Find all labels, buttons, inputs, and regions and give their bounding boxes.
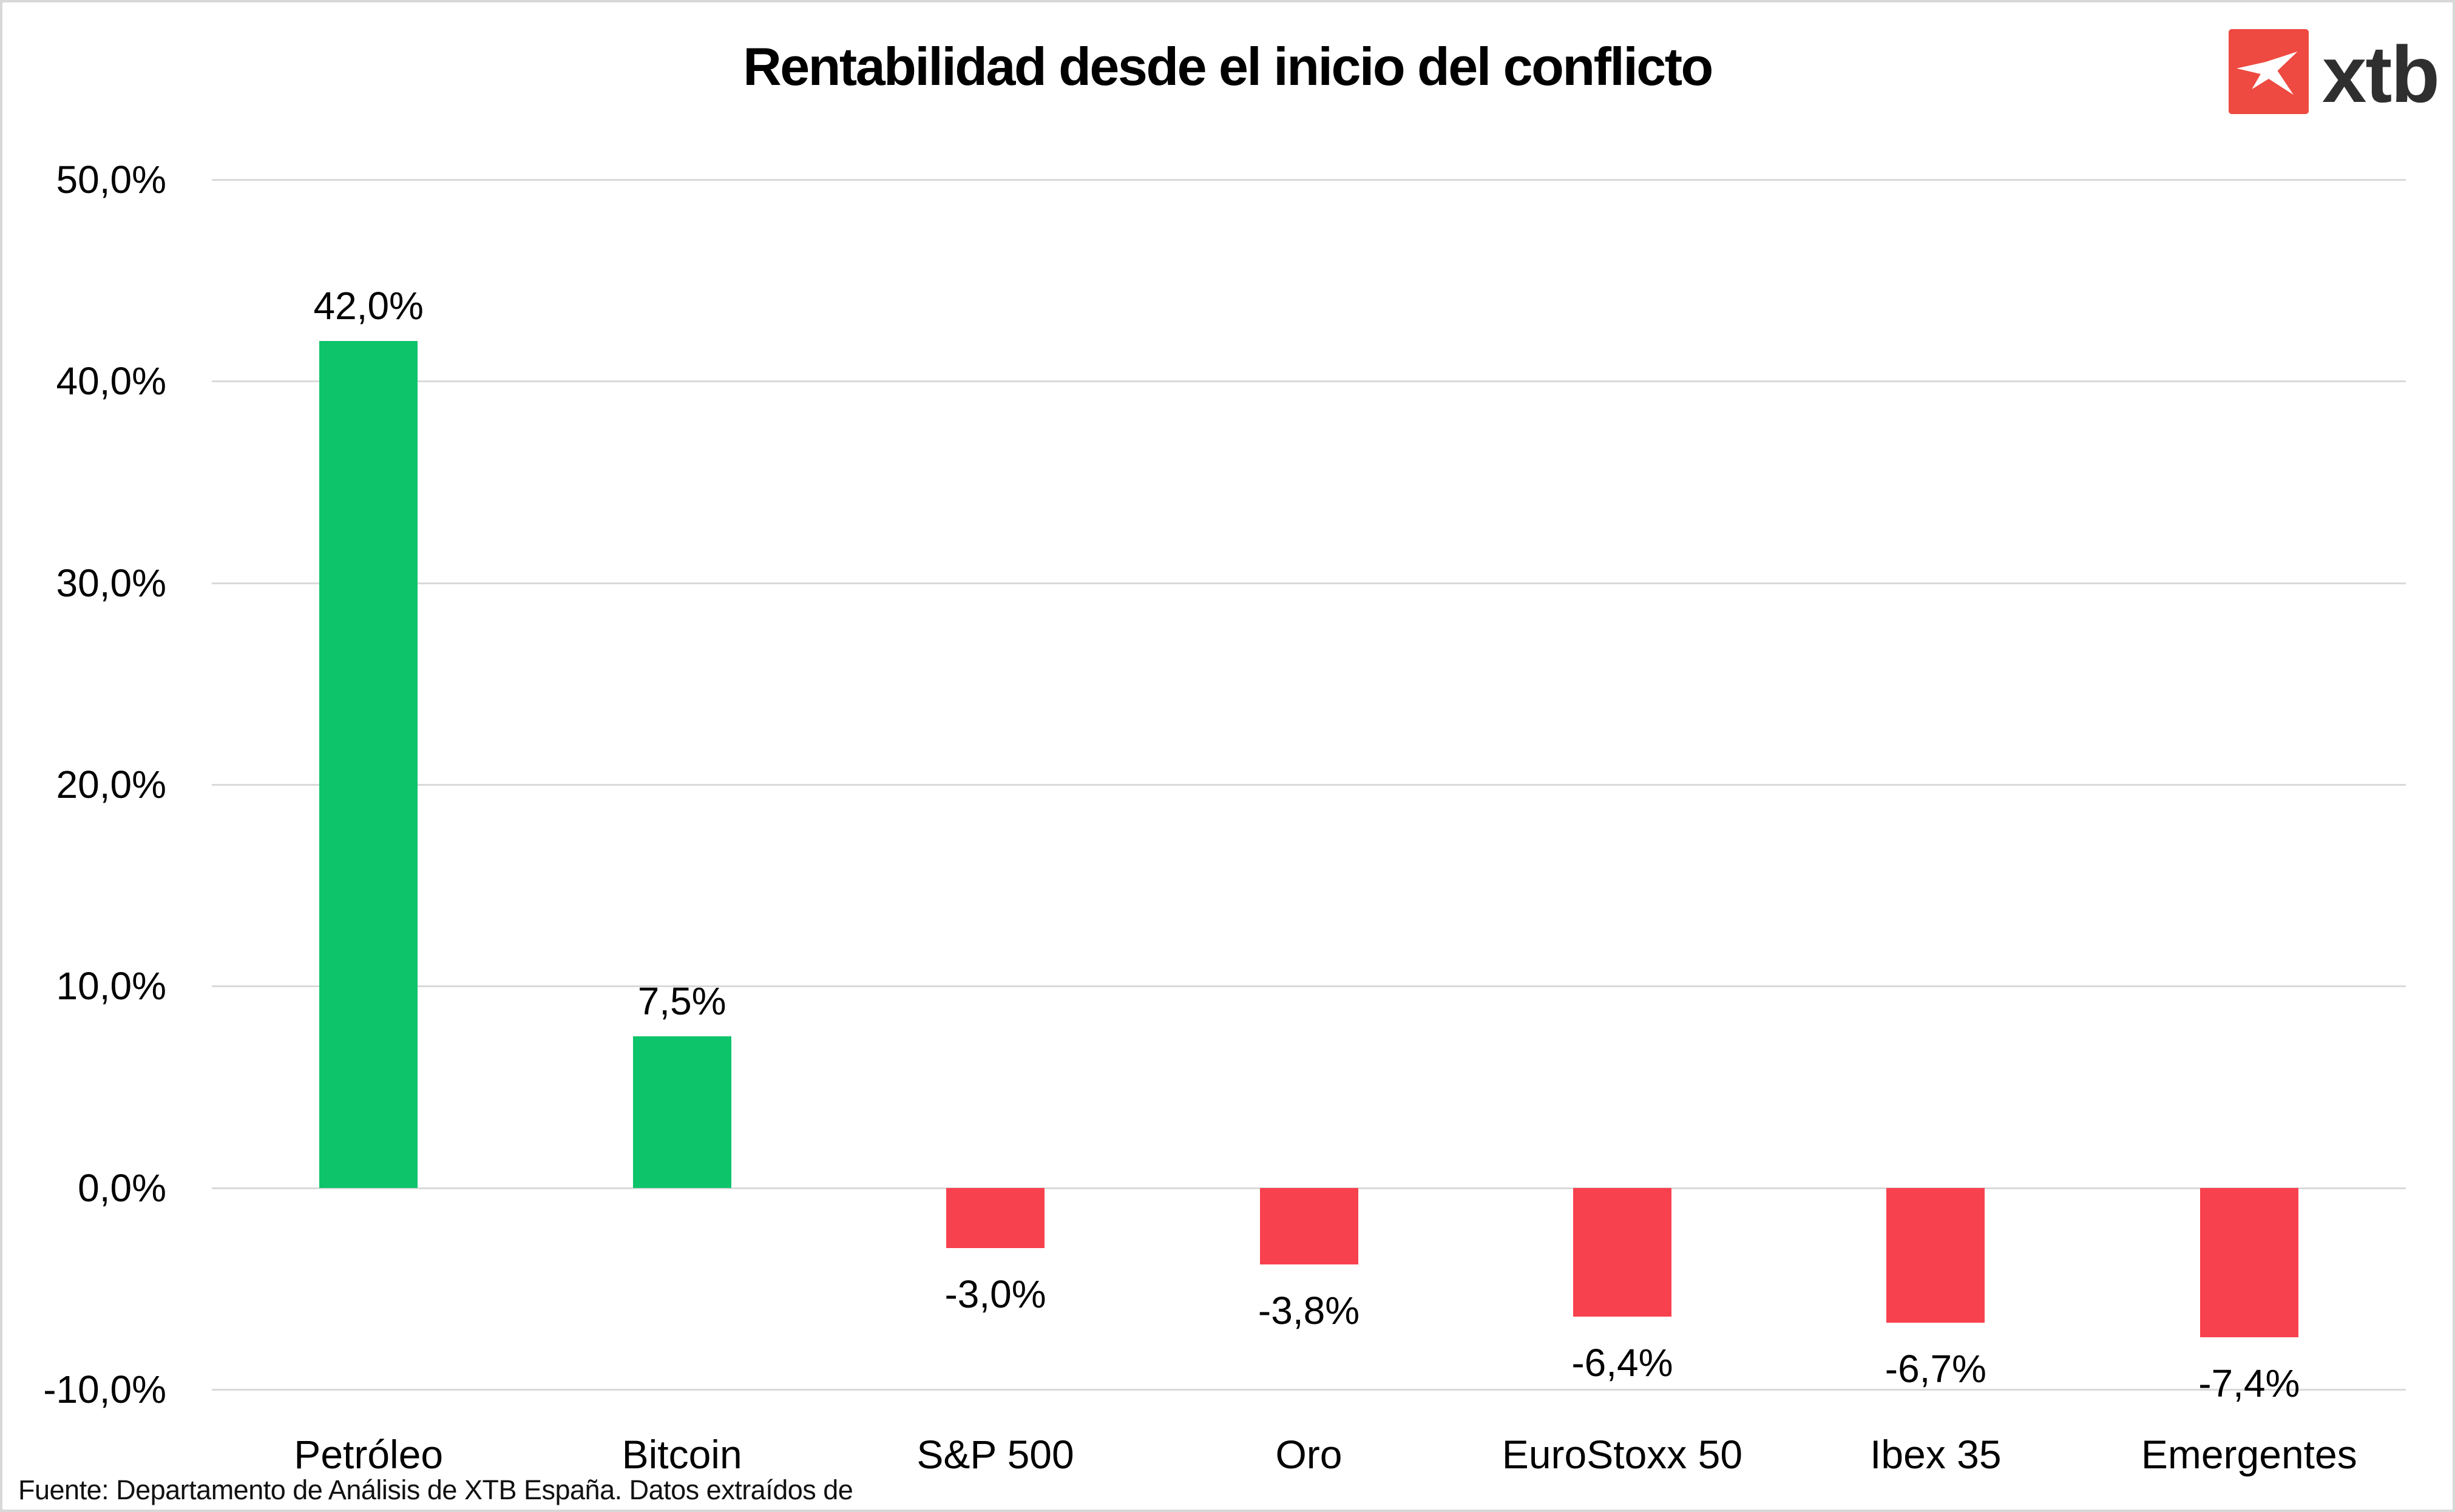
- y-axis-tick-label: 40,0%: [56, 359, 166, 403]
- bar-eurostoxx-50: [1573, 1187, 1671, 1317]
- bar-ibex-35: [1886, 1187, 1985, 1323]
- category-label-ibex-35: Ibex 35: [1870, 1432, 2002, 1477]
- category-label-oro: Oro: [1275, 1432, 1343, 1477]
- gridline: [212, 1389, 2406, 1391]
- value-label-emergentes: -7,4%: [2198, 1361, 2300, 1405]
- gridline: [212, 784, 2406, 786]
- plot-area: [212, 179, 2406, 1391]
- xtb-logo-text: xtb: [2322, 30, 2440, 119]
- gridline: [212, 985, 2406, 988]
- value-label-bitcoin: 7,5%: [637, 979, 726, 1024]
- xtb-x-icon: [2237, 52, 2298, 95]
- y-axis-tick-label: 50,0%: [56, 158, 166, 201]
- value-label-petroleo: 42,0%: [313, 283, 424, 328]
- value-label-eurostoxx-50: -6,4%: [1571, 1341, 1673, 1385]
- bar-s-p-500: [946, 1187, 1045, 1249]
- value-label-ibex-35: -6,7%: [1884, 1347, 1986, 1391]
- chart-title: Rentabilidad desde el inicio del conflic…: [743, 36, 1713, 96]
- y-axis-tick-label: 30,0%: [56, 561, 166, 605]
- xtb-logo-mark: [2229, 29, 2309, 114]
- value-label-oro: -3,8%: [1258, 1288, 1360, 1332]
- y-axis-tick-label: 10,0%: [56, 964, 166, 1008]
- bar-bitcoin: [632, 1036, 731, 1188]
- gridline: [212, 179, 2406, 181]
- bar-petroleo: [319, 340, 418, 1188]
- y-axis-tick-label: 20,0%: [56, 763, 166, 806]
- gridline: [212, 380, 2406, 383]
- y-axis-tick-label: 0,0%: [78, 1166, 166, 1210]
- bar-oro: [1259, 1187, 1358, 1264]
- source-footnote: Fuente: Departamento de Análisis de XTB …: [18, 1474, 853, 1505]
- y-axis-tick-label: -10,0%: [43, 1368, 166, 1411]
- category-label-s-p-500: S&P 500: [916, 1432, 1074, 1477]
- xtb-logo: xtb: [2229, 29, 2440, 119]
- gridline: [212, 582, 2406, 584]
- bar-emergentes: [2199, 1187, 2298, 1337]
- category-label-petroleo: Petróleo: [294, 1432, 444, 1477]
- category-label-eurostoxx-50: EuroStoxx 50: [1502, 1432, 1743, 1477]
- category-label-emergentes: Emergentes: [2141, 1432, 2357, 1477]
- value-label-s-p-500: -3,0%: [944, 1272, 1046, 1317]
- category-label-bitcoin: Bitcoin: [621, 1432, 742, 1477]
